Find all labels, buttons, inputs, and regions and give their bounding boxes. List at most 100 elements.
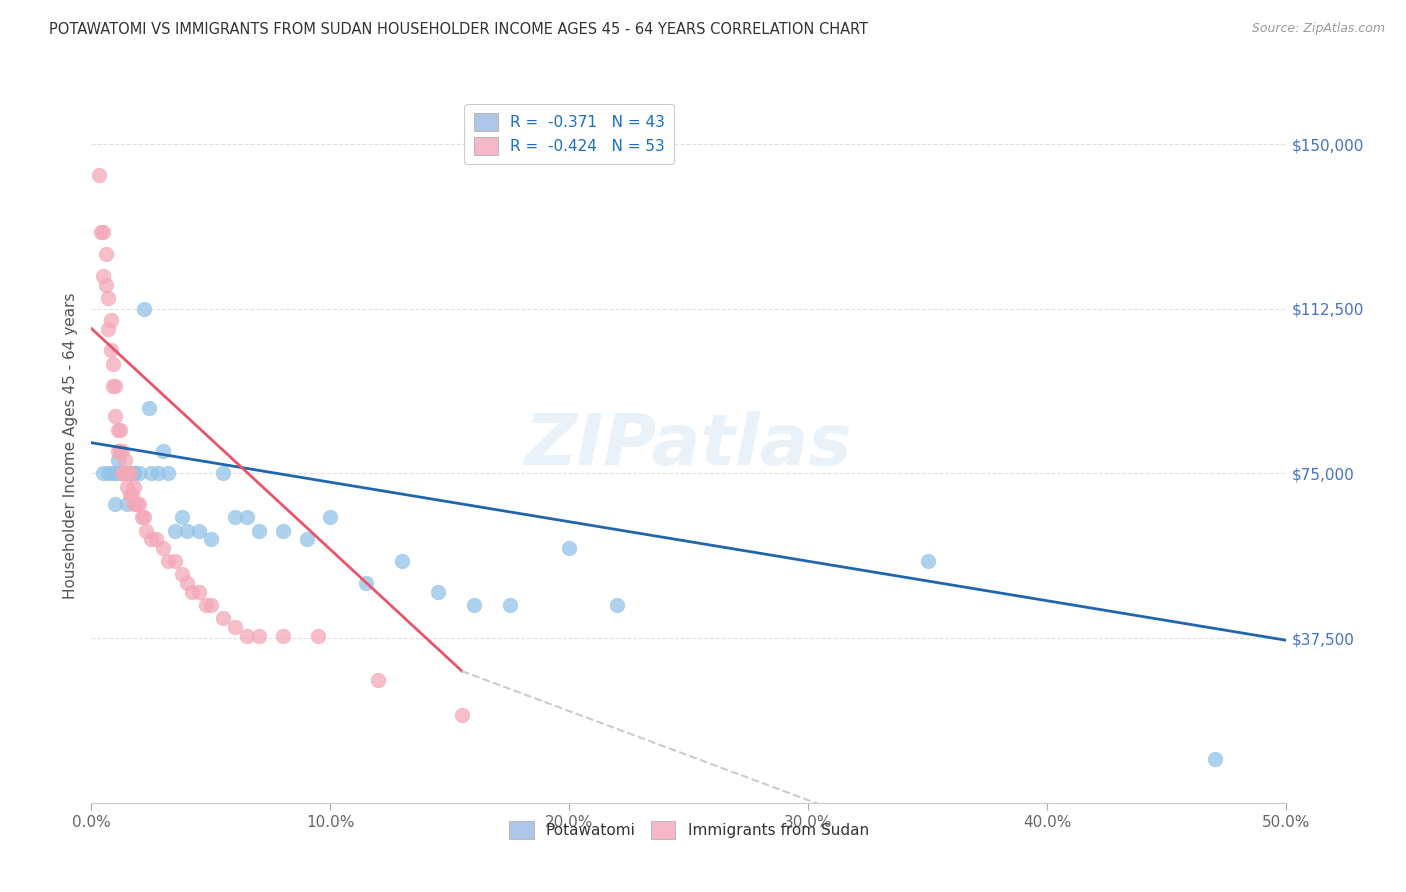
Point xyxy=(115,480,138,494)
Point xyxy=(124,467,146,481)
Point xyxy=(124,497,146,511)
Legend: Potawatomi, Immigrants from Sudan: Potawatomi, Immigrants from Sudan xyxy=(503,815,875,845)
Point xyxy=(917,554,939,568)
Point xyxy=(104,467,127,481)
Point xyxy=(152,444,174,458)
Point xyxy=(247,629,270,643)
Point xyxy=(1204,752,1226,766)
Point xyxy=(128,497,150,511)
Point xyxy=(606,598,628,612)
Point xyxy=(211,467,233,481)
Point xyxy=(114,453,136,467)
Point xyxy=(463,598,485,612)
Point xyxy=(128,467,150,481)
Point xyxy=(93,268,114,283)
Point xyxy=(107,423,129,437)
Point xyxy=(141,533,162,547)
Point xyxy=(163,524,186,538)
Point xyxy=(141,467,162,481)
Point xyxy=(114,467,136,481)
Point xyxy=(108,444,131,458)
Point xyxy=(101,467,124,481)
Text: ZIPatlas: ZIPatlas xyxy=(526,411,852,481)
Point xyxy=(111,444,134,458)
Point xyxy=(107,453,129,467)
Point xyxy=(108,423,131,437)
Text: POTAWATOMI VS IMMIGRANTS FROM SUDAN HOUSEHOLDER INCOME AGES 45 - 64 YEARS CORREL: POTAWATOMI VS IMMIGRANTS FROM SUDAN HOUS… xyxy=(49,22,869,37)
Point xyxy=(295,533,318,547)
Point xyxy=(200,598,222,612)
Point xyxy=(187,585,211,599)
Point xyxy=(145,533,167,547)
Point xyxy=(107,444,129,458)
Point xyxy=(156,554,179,568)
Point xyxy=(90,225,112,239)
Point xyxy=(121,488,143,502)
Point xyxy=(498,598,520,612)
Point xyxy=(97,321,120,335)
Point xyxy=(101,357,124,371)
Point xyxy=(271,524,294,538)
Point xyxy=(354,576,377,591)
Point xyxy=(195,598,218,612)
Point xyxy=(114,467,136,481)
Point xyxy=(121,467,143,481)
Point xyxy=(156,467,179,481)
Point xyxy=(176,576,198,591)
Point xyxy=(124,480,146,494)
Y-axis label: Householder Income Ages 45 - 64 years: Householder Income Ages 45 - 64 years xyxy=(62,293,77,599)
Point xyxy=(97,291,120,305)
Point xyxy=(148,467,170,481)
Point xyxy=(132,301,155,316)
Point xyxy=(124,467,146,481)
Point xyxy=(224,510,246,524)
Point xyxy=(93,467,114,481)
Point xyxy=(100,343,122,358)
Point xyxy=(235,629,259,643)
Point xyxy=(200,533,222,547)
Point xyxy=(94,277,117,292)
Point xyxy=(247,524,270,538)
Point xyxy=(93,225,114,239)
Point xyxy=(118,488,141,502)
Point xyxy=(104,497,127,511)
Point xyxy=(100,312,122,326)
Point xyxy=(211,611,233,625)
Point xyxy=(367,673,389,687)
Point xyxy=(115,467,138,481)
Point xyxy=(450,708,472,723)
Point xyxy=(97,467,120,481)
Point xyxy=(131,510,153,524)
Point xyxy=(426,585,449,599)
Point xyxy=(271,629,294,643)
Point xyxy=(101,378,124,392)
Point xyxy=(104,409,127,424)
Point xyxy=(558,541,581,555)
Point xyxy=(87,168,110,182)
Point xyxy=(108,467,131,481)
Point xyxy=(115,497,138,511)
Point xyxy=(104,378,127,392)
Text: Source: ZipAtlas.com: Source: ZipAtlas.com xyxy=(1251,22,1385,36)
Point xyxy=(118,467,141,481)
Point xyxy=(138,401,160,415)
Point xyxy=(235,510,259,524)
Point xyxy=(224,620,246,634)
Point xyxy=(187,524,211,538)
Point xyxy=(172,567,194,582)
Point xyxy=(307,629,329,643)
Point xyxy=(319,510,342,524)
Point xyxy=(94,247,117,261)
Point xyxy=(135,524,157,538)
Point xyxy=(172,510,194,524)
Point xyxy=(111,467,134,481)
Point xyxy=(111,467,134,481)
Point xyxy=(391,554,413,568)
Point xyxy=(176,524,198,538)
Point xyxy=(163,554,186,568)
Point xyxy=(152,541,174,555)
Point xyxy=(180,585,202,599)
Point xyxy=(132,510,155,524)
Point xyxy=(115,467,138,481)
Point xyxy=(125,497,148,511)
